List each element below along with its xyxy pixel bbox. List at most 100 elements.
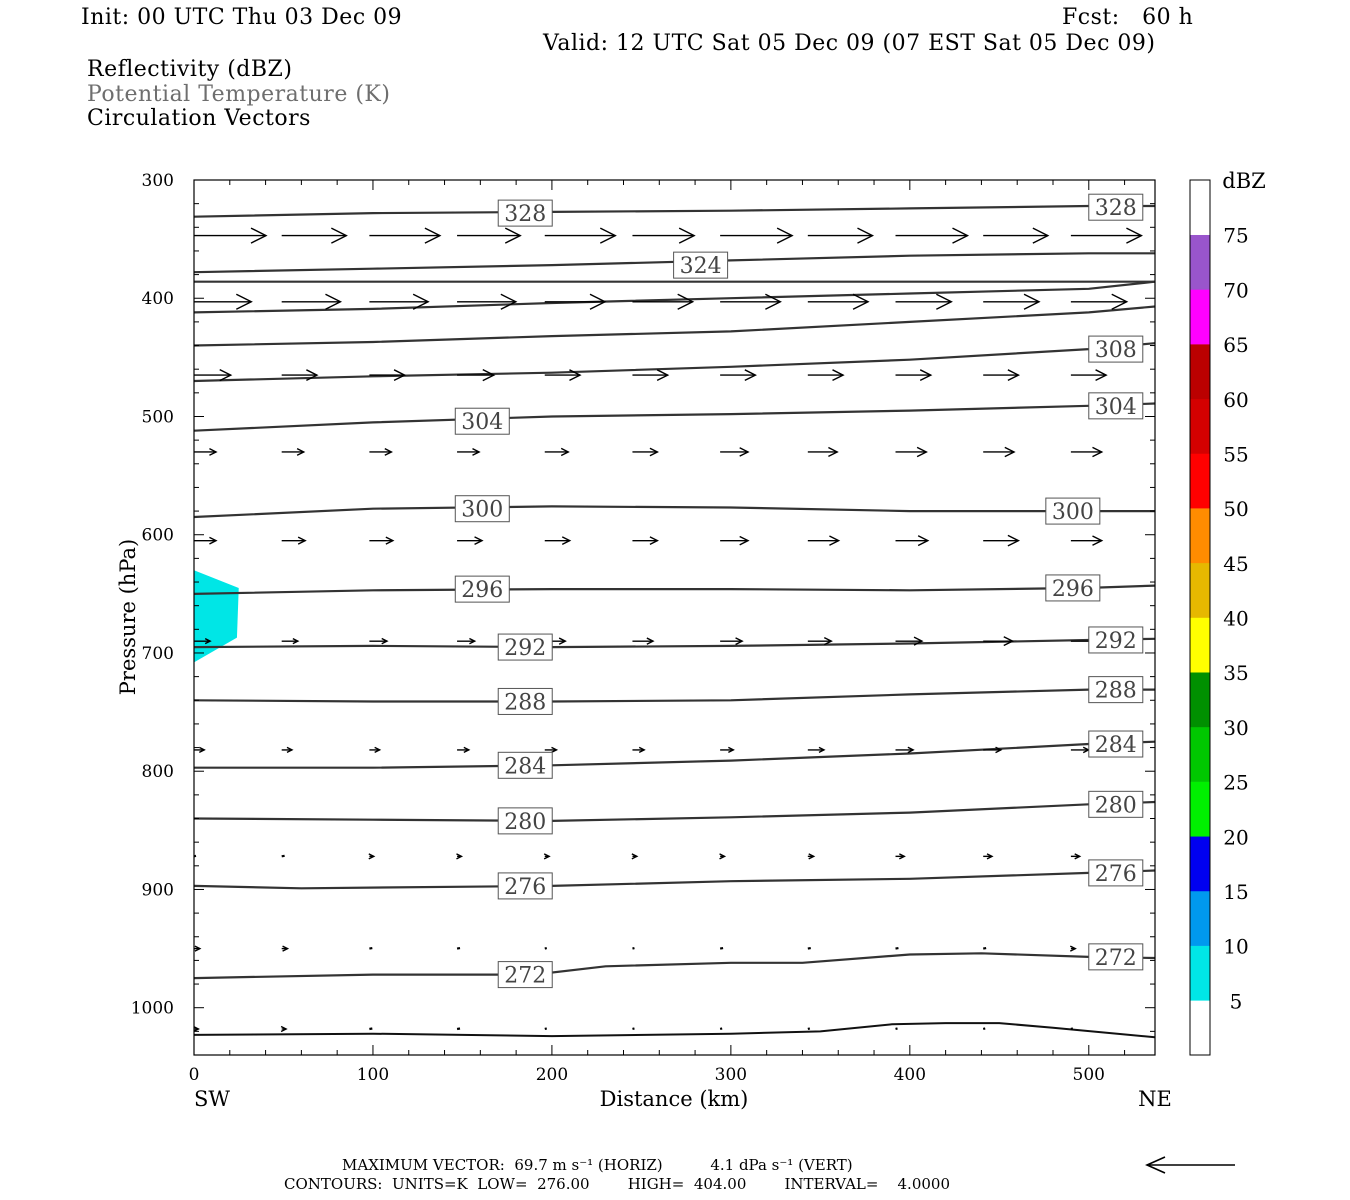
field-reflectivity: Reflectivity (dBZ) <box>87 57 293 82</box>
vector-head <box>204 638 212 645</box>
reflectivity-region <box>194 570 239 663</box>
vector-head <box>1007 369 1021 382</box>
vector-head <box>235 293 253 310</box>
vector-9-1 <box>280 1025 288 1033</box>
vector-tick <box>632 947 635 950</box>
colorbar-label-10: 10 <box>1223 935 1248 959</box>
colorbar-label-70: 70 <box>1223 278 1248 302</box>
vector-7-1 <box>281 854 285 858</box>
init-time: Init: 00 UTC Thu 03 Dec 09 <box>81 5 403 30</box>
vector-0-4 <box>544 227 617 244</box>
vector-head <box>907 746 915 754</box>
vector-5-9 <box>983 636 1015 647</box>
vector-3-5 <box>632 447 659 457</box>
vector-head <box>818 746 826 754</box>
colorbar-swatch-2 <box>1190 890 1210 946</box>
vector-head <box>917 535 930 547</box>
colorbar-swatch-6 <box>1190 672 1210 728</box>
vector-head <box>474 536 484 546</box>
vector-head <box>286 746 294 754</box>
isentrope-276 <box>194 869 1155 890</box>
colorbar-label-25: 25 <box>1223 771 1248 795</box>
colorbar-label-20: 20 <box>1223 825 1248 849</box>
vector-tick <box>982 1027 986 1031</box>
colorbar-label-55: 55 <box>1223 442 1248 466</box>
vector-head <box>656 369 670 382</box>
isentrope-328 <box>194 204 1155 218</box>
vector-8-1 <box>281 945 290 952</box>
vector-2-2 <box>369 369 407 382</box>
colorbar-swatch-15 <box>1190 180 1210 235</box>
isentrope-label-272-1: 272 <box>1095 946 1137 971</box>
isentrope-label-276-0: 276 <box>504 875 546 900</box>
vector-1-3 <box>457 293 518 310</box>
isentrope-label-box-280-0 <box>497 807 553 835</box>
vector-7-5 <box>631 853 639 860</box>
vector-6-8 <box>895 746 915 754</box>
isentrope-label-box-280-1 <box>1088 790 1144 818</box>
vector-tick <box>456 946 461 950</box>
colorbar-swatch-8 <box>1190 562 1210 618</box>
vector-6-1 <box>281 746 294 754</box>
vector-0-10 <box>1070 227 1143 244</box>
vector-4-0 <box>194 536 218 545</box>
vector-tick <box>281 854 285 858</box>
y-axis-label: Pressure (hPa) <box>116 539 140 695</box>
vector-head <box>374 746 382 754</box>
vector-2-6 <box>720 369 757 382</box>
vector-tick <box>456 1027 461 1031</box>
vector-head <box>719 853 727 860</box>
vector-0-0 <box>194 227 268 244</box>
vector-head <box>194 945 202 952</box>
isentrope-label-box-276-0 <box>497 872 553 900</box>
vector-head <box>728 746 735 754</box>
vector-head <box>472 448 481 456</box>
colorbar-label-35: 35 <box>1223 661 1248 685</box>
colorbar-swatch-10 <box>1190 453 1210 509</box>
colorbar-label-30: 30 <box>1223 716 1248 740</box>
isentrope-label-box-292-0 <box>497 633 553 661</box>
vector-head <box>1095 369 1108 382</box>
vector-head <box>198 746 206 754</box>
vector-5-6 <box>720 637 744 646</box>
vector-8-4 <box>544 947 548 950</box>
x-end-label-right: NE <box>1138 1087 1172 1111</box>
field-potential-temperature: Potential Temperature (K) <box>87 82 391 107</box>
colorbar-label-50: 50 <box>1223 497 1248 521</box>
vector-9-7 <box>807 1027 811 1031</box>
x-tick-label-400: 400 <box>894 1065 926 1085</box>
isentrope-label-300-1: 300 <box>1052 500 1094 525</box>
vector-3-1 <box>281 448 306 456</box>
isentrope-label-284-1: 284 <box>1095 733 1137 758</box>
colorbar-label-75: 75 <box>1223 224 1248 248</box>
vector-head <box>1023 293 1041 310</box>
vector-2-10 <box>1070 369 1108 382</box>
vector-tick <box>895 1027 898 1031</box>
vector-7-10 <box>1070 853 1082 860</box>
colorbar-swatch-7 <box>1190 617 1210 673</box>
vector-1-10 <box>1070 293 1129 310</box>
surface-line <box>194 1022 1155 1039</box>
vector-9-4 <box>544 1027 548 1031</box>
vector-9-8 <box>895 1027 898 1031</box>
x-tick-label-200: 200 <box>536 1065 568 1085</box>
isentrope-label-280-1: 280 <box>1095 793 1137 818</box>
vector-4-2 <box>369 536 395 545</box>
isentrope-label-300-0: 300 <box>461 498 503 523</box>
vector-head <box>823 636 833 646</box>
isentrope-label-292-0: 292 <box>504 636 546 661</box>
vector-1-5 <box>632 293 695 310</box>
vector-6-10 <box>1070 746 1091 754</box>
vector-head <box>194 1025 200 1032</box>
colorbar-label-15: 15 <box>1223 880 1248 904</box>
vector-tick <box>807 1027 811 1031</box>
vector-head <box>739 535 750 546</box>
isentrope-label-288-0: 288 <box>504 690 546 715</box>
isentrope-label-box-296-1 <box>1045 574 1101 602</box>
vector-1-7 <box>807 293 870 310</box>
vector-9-6 <box>719 1027 723 1031</box>
vector-head <box>1092 446 1104 458</box>
colorbar-label-60: 60 <box>1223 388 1248 412</box>
colorbar-swatch-11 <box>1190 398 1210 454</box>
vector-head <box>857 227 875 244</box>
